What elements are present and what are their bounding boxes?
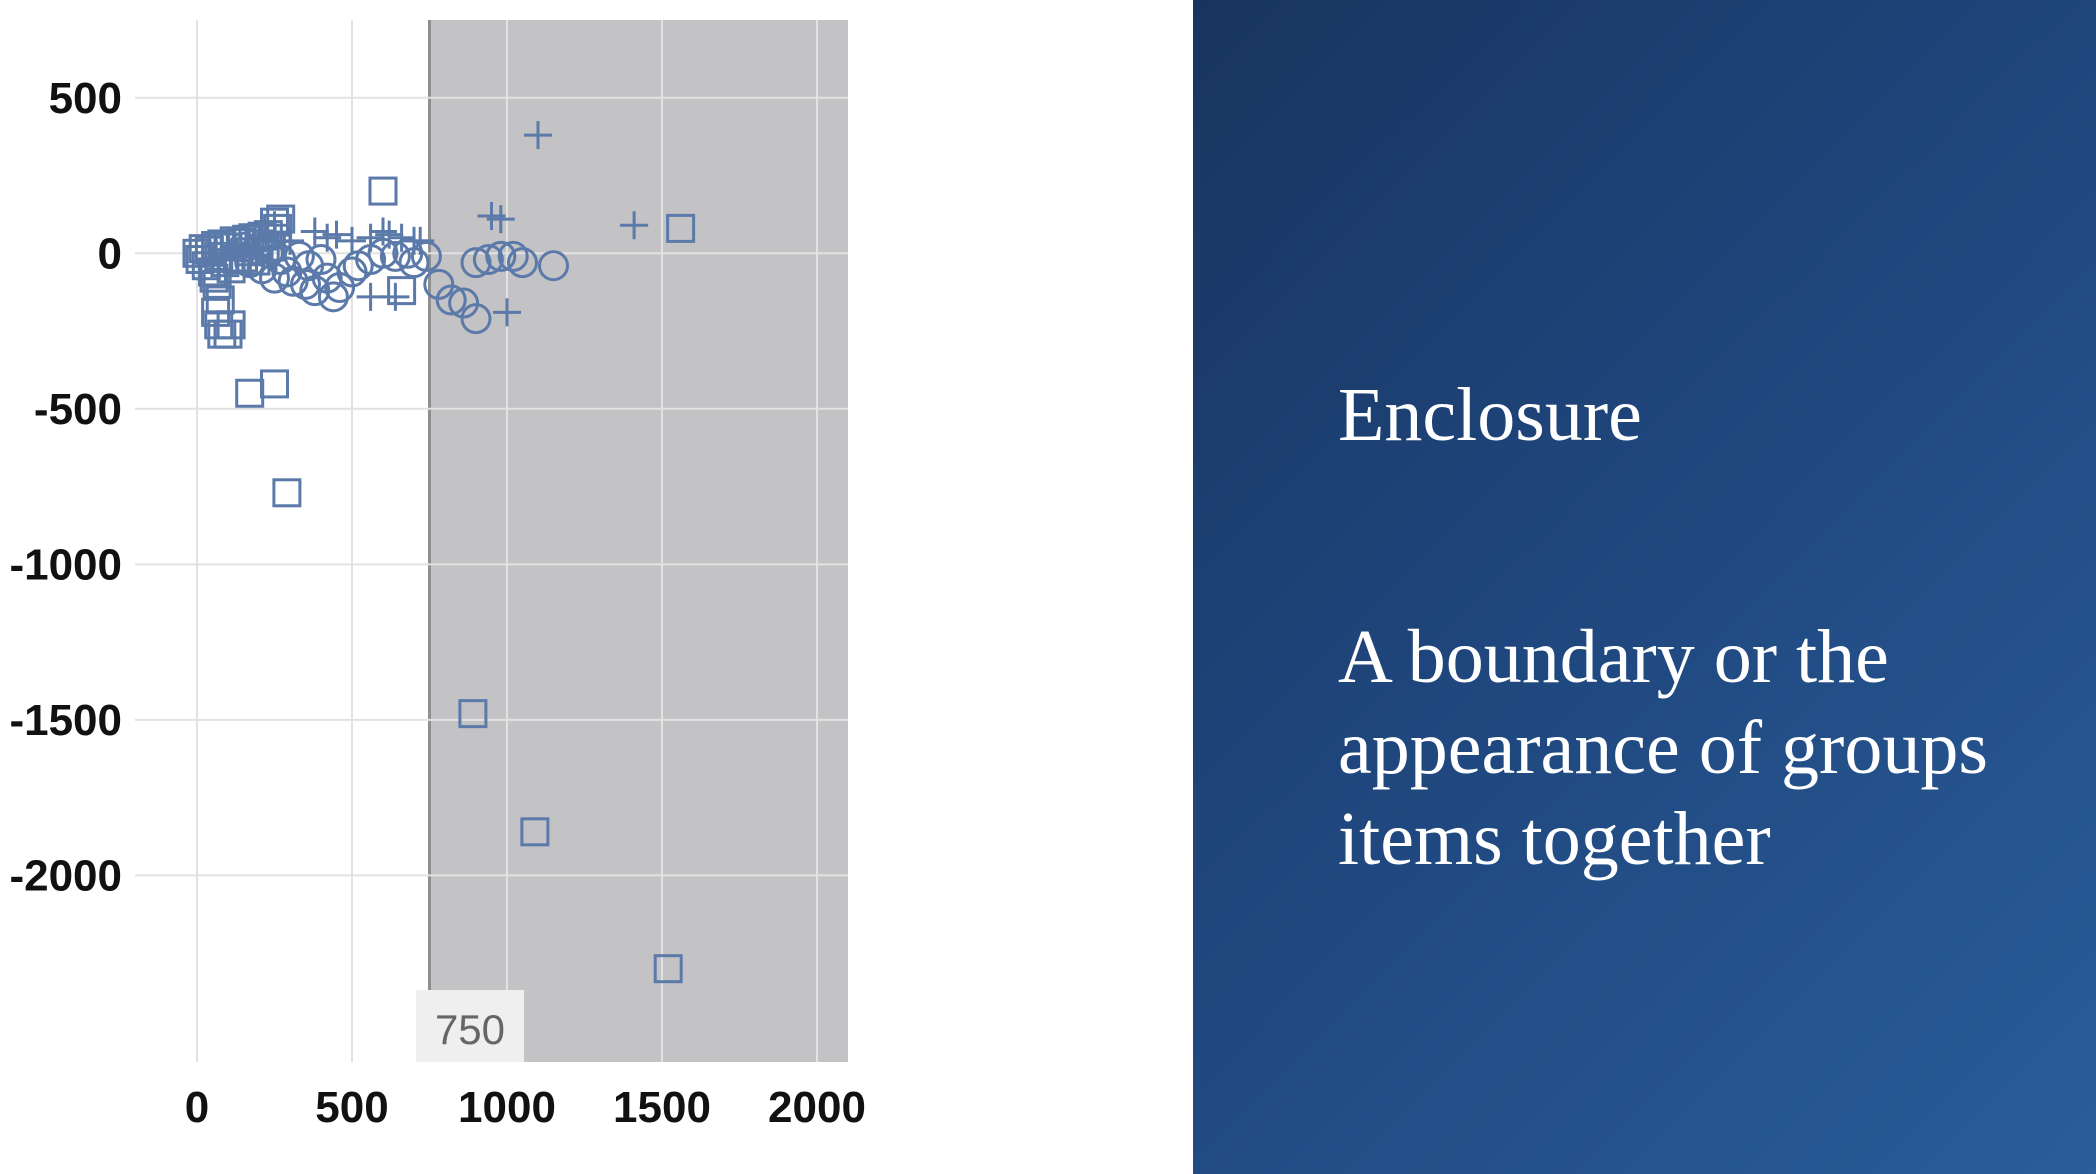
square-point [387,276,417,306]
square-point [199,263,229,293]
y-axis: 500 0 -500 -1000 -1500 -2000 [9,74,122,901]
x-tick-label: 2000 [768,1083,866,1132]
y-tick-label: 0 [98,229,122,278]
circle-point [497,240,529,272]
y-tick-label: -1000 [9,540,122,589]
circle-point [317,281,349,313]
circle-point [423,268,455,300]
plus-point [300,217,329,246]
square-point [458,699,488,729]
circle-point [277,265,309,297]
square-point [266,204,296,234]
scatter-chart: 750 0 500 1000 1500 2000 500 0 -500 -1000 -1500 -… [9,20,866,1132]
plus-point [486,205,515,234]
threshold-label-box [416,990,524,1062]
x-tick-label: 0 [185,1083,209,1132]
plus-point [245,223,273,252]
circle-point [410,240,442,272]
plus-point [620,211,649,240]
plus-point [381,282,410,311]
panel-description: A boundary or the appearance of groups i… [1338,615,1988,881]
plus-point [493,298,521,327]
square-point [213,319,243,349]
circle-point [507,247,538,279]
circle-point [435,284,467,316]
circle-point [379,240,411,272]
y-tick-label: -500 [34,385,122,434]
circle-point [472,244,504,276]
plus-point [356,223,385,252]
square-point [666,213,696,243]
square-point [653,954,683,984]
plus-point [369,217,397,246]
y-tick-label: -2000 [9,851,122,900]
x-axis: 0 500 1000 1500 2000 [185,1083,866,1132]
circle-point [324,271,356,303]
circle-point [392,237,424,269]
circle-point [538,250,569,282]
circle-point [460,247,492,279]
plus-point [322,220,351,249]
plus-point [375,220,404,249]
plus-point [406,226,435,255]
square-point [272,478,302,508]
enclosure-region [428,20,848,1062]
plus-point [387,223,416,252]
plus-point [276,226,304,255]
y-tick-label: -1500 [9,696,122,745]
plus-point [260,211,289,240]
circle-point [305,244,337,276]
data-points [182,121,696,984]
plus-point [524,121,552,150]
square-point [260,369,289,399]
square-point [368,176,398,206]
x-tick-label: 1000 [458,1083,556,1132]
x-tick-label: 500 [315,1083,388,1132]
threshold-marker: 750 [416,990,524,1062]
square-point [202,269,232,299]
plus-point [338,226,366,255]
plus-point [356,282,385,311]
circle-point [290,268,321,300]
y-tick-label: 500 [49,74,122,123]
enclosure-shade [429,20,848,1062]
x-tick-label: 1500 [613,1083,711,1132]
panel-title: Enclosure [1338,373,1642,457]
circle-point [448,287,480,319]
threshold-label: 750 [435,1006,505,1053]
square-point [520,817,550,847]
circle-point [485,240,517,272]
circle-point [460,303,492,335]
square-point [216,310,246,340]
description-panel: Enclosure A boundary or the appearance o… [1193,0,2096,1174]
